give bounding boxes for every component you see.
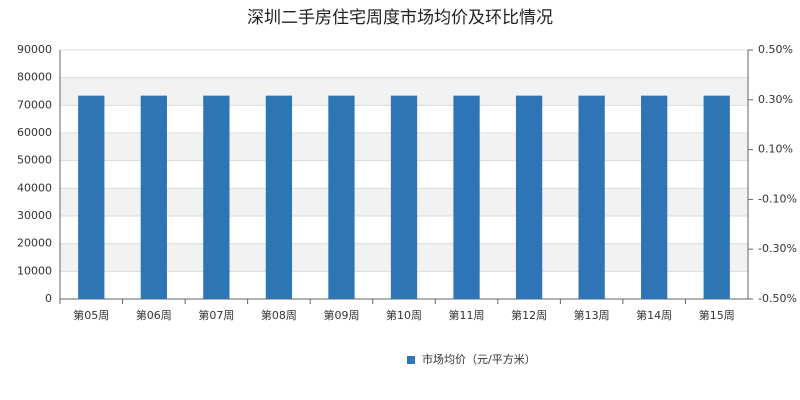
y-tick-label: 50000 [17, 154, 52, 167]
y-tick-label: 0 [45, 292, 52, 305]
y2-tick-label: -0.50% [758, 292, 797, 305]
y2-tick-label: -0.30% [758, 242, 797, 255]
y2-tick-label: -0.10% [758, 192, 797, 205]
chart-title: 深圳二手房住宅周度市场均价及环比情况 [247, 8, 553, 28]
bar [641, 95, 668, 300]
y2-tick-label: 0.50% [758, 43, 793, 56]
y2-tick-label: 0.10% [758, 143, 793, 156]
x-tick-label: 第10周 [386, 308, 422, 322]
y-tick-label: 80000 [17, 71, 52, 84]
y-tick-label: 60000 [17, 126, 52, 139]
bar [265, 95, 293, 300]
y-tick-label: 30000 [17, 209, 52, 222]
y2-tick-label: 0.30% [758, 93, 793, 106]
x-tick-label: 第07周 [198, 308, 234, 322]
bar [703, 95, 730, 300]
y-tick-label: 10000 [17, 264, 52, 277]
y-tick-label: 40000 [17, 181, 52, 194]
x-tick-label: 第11周 [449, 308, 485, 322]
x-tick-label: 第05周 [73, 308, 109, 322]
x-tick-label: 第08周 [261, 308, 297, 322]
legend-label: 市场均价（元/平方米） [422, 352, 536, 366]
bar [140, 95, 167, 300]
x-tick-label: 第13周 [574, 308, 610, 322]
bar [515, 95, 543, 300]
x-tick-label: 第06周 [136, 308, 172, 322]
legend-swatch [407, 356, 415, 364]
bar [390, 95, 418, 300]
bar [328, 95, 355, 300]
x-tick-label: 第14周 [636, 308, 672, 322]
x-tick-label: 第12周 [511, 308, 547, 322]
y-tick-label: 90000 [17, 43, 52, 56]
bar [453, 95, 480, 300]
x-tick-label: 第15周 [699, 308, 735, 322]
y-tick-label: 70000 [17, 98, 52, 111]
bar [78, 95, 105, 300]
bar [203, 95, 230, 300]
y-tick-label: 20000 [17, 237, 52, 250]
bar [578, 95, 605, 300]
x-tick-label: 第09周 [323, 308, 359, 322]
